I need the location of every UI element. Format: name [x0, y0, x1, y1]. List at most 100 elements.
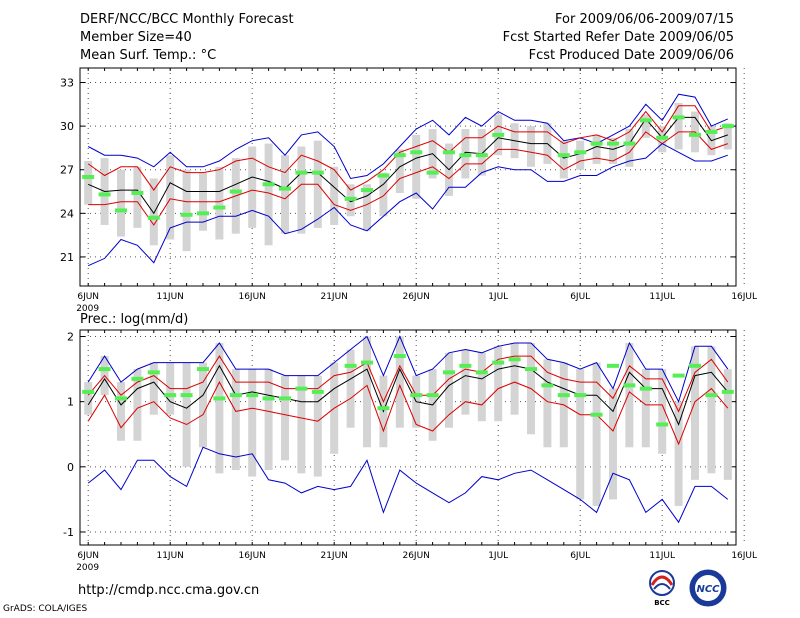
- temperature-panel: 21 24 27 30 33 6JUN 11JUN 16JUN 21JUN 26JUN 1JUL 6J…: [60, 67, 757, 314]
- precip-member-box: [494, 346, 503, 422]
- member-size: Member Size=40: [80, 30, 192, 45]
- temp-member-box: [412, 134, 421, 199]
- precip-member-box: [576, 369, 585, 500]
- temp-ytick-label: 30: [60, 120, 74, 133]
- temp-observed-mark: [213, 205, 226, 210]
- precip-observed-mark: [623, 383, 636, 388]
- temp-observed-mark: [705, 129, 718, 134]
- precip-observed-mark: [344, 363, 357, 368]
- temp-observed-mark: [393, 153, 406, 158]
- temp-observed-mark: [344, 196, 357, 201]
- temp-line-ensemble-mean: [87, 116, 728, 215]
- temp-member-box: [609, 137, 617, 164]
- temp-member-box: [723, 123, 732, 150]
- temp-observed-mark: [262, 182, 275, 187]
- precip-observed-mark: [426, 393, 439, 398]
- precip-observed-mark: [180, 393, 193, 398]
- precip-xtick-label: 16JUL: [731, 551, 757, 561]
- precip-member-box: [445, 352, 453, 428]
- temp-observed-mark: [492, 132, 505, 137]
- precip-xtick-label: 6JUL: [570, 551, 590, 561]
- precip-member-box: [248, 369, 257, 477]
- precip-member-box: [199, 362, 207, 448]
- temp-observed-mark: [623, 141, 636, 146]
- temp-member-box: [477, 129, 486, 176]
- precip-ytick-label: 1: [67, 396, 74, 409]
- temp-member-box: [264, 143, 273, 246]
- precip-observed-mark: [590, 412, 603, 417]
- temp-member-box: [625, 129, 634, 167]
- precip-member-box: [609, 388, 617, 500]
- temp-observed-mark: [377, 173, 390, 178]
- temp-member-box: [248, 146, 257, 228]
- precip-line-ensemble-max: [87, 335, 729, 404]
- precip-observed-mark: [672, 373, 685, 378]
- precip-observed-mark: [164, 393, 177, 398]
- temp-ytick-label: 24: [60, 207, 74, 220]
- temp-observed-mark: [639, 118, 652, 123]
- temp-line-ensemble-min: [87, 142, 728, 267]
- chart-title: DERF/NCC/BCC Monthly Forecast: [80, 12, 294, 27]
- temp-year-label: 2009: [76, 304, 99, 314]
- precip-member-box: [363, 336, 371, 448]
- precip-observed-mark: [279, 396, 291, 401]
- temp-member-box: [363, 184, 371, 231]
- temp-member-box: [395, 149, 404, 193]
- precip-member-box: [674, 401, 683, 506]
- precip-observed-mark: [705, 393, 718, 398]
- bcc-logo-text: BCC: [654, 599, 670, 607]
- temp-observed-mark: [180, 212, 193, 217]
- temp-member-box: [592, 134, 601, 164]
- temp-observed-mark: [147, 215, 160, 220]
- temp-observed-mark: [279, 186, 291, 191]
- precip-observed-mark: [311, 389, 324, 394]
- temp-member-box: [166, 155, 175, 240]
- precip-member-box: [281, 375, 289, 461]
- temp-observed-mark: [197, 211, 209, 216]
- precip-observed-mark: [541, 383, 554, 388]
- temp-member-box: [117, 169, 125, 237]
- precip-member-box: [510, 343, 519, 415]
- precip-observed-mark: [229, 393, 242, 398]
- temp-observed-mark: [311, 170, 324, 175]
- precip-observed-mark: [410, 393, 423, 398]
- precip-xtick-label: 1JUL: [488, 551, 508, 561]
- temp-ytick-label: 21: [60, 251, 74, 264]
- precip-xtick-label: 11JUN: [156, 551, 183, 561]
- precip-observed-mark: [525, 367, 537, 372]
- temp-observed-mark: [656, 135, 669, 140]
- precip-member-box: [707, 346, 716, 474]
- temp-observed-mark: [607, 141, 619, 146]
- precip-observed-mark: [361, 360, 373, 365]
- temp-member-box: [297, 146, 306, 234]
- precip-member-box: [723, 369, 732, 480]
- logos: BCC NCC: [649, 569, 727, 607]
- precip-line-ensemble-mean: [87, 364, 729, 426]
- precip-line-ensemble-min: [87, 446, 729, 524]
- temp-frame: [79, 67, 737, 287]
- precip-observed-mark: [459, 363, 472, 368]
- precip-observed-mark: [689, 363, 701, 368]
- website-link[interactable]: http://cmdp.ncc.cma.gov.cn: [78, 583, 260, 598]
- precip-observed-mark: [557, 393, 570, 398]
- temp-xtick-label: 16JUN: [238, 292, 265, 302]
- precip-member-box: [182, 362, 191, 467]
- temp-observed-mark: [410, 150, 423, 155]
- precip-member-box: [658, 369, 667, 454]
- precip-observed-mark: [197, 367, 209, 372]
- temp-member-box: [215, 166, 224, 240]
- temp-xtick-label: 6JUL: [570, 292, 590, 302]
- precip-xtick-label: 6JUN: [77, 551, 99, 561]
- temp-observed-mark: [672, 115, 685, 120]
- precip-observed-mark: [492, 360, 505, 365]
- temp-member-box: [559, 140, 568, 179]
- temp-observed-mark: [98, 192, 111, 197]
- precip-member-box: [84, 382, 93, 415]
- precip-observed-mark: [82, 389, 95, 394]
- variable-label: Mean Surf. Temp.: °C: [80, 48, 217, 63]
- precip-member-box: [543, 359, 552, 448]
- temp-xtick-label: 11JUN: [156, 292, 183, 302]
- precip-observed-mark: [377, 406, 390, 411]
- temp-observed-mark: [590, 141, 603, 146]
